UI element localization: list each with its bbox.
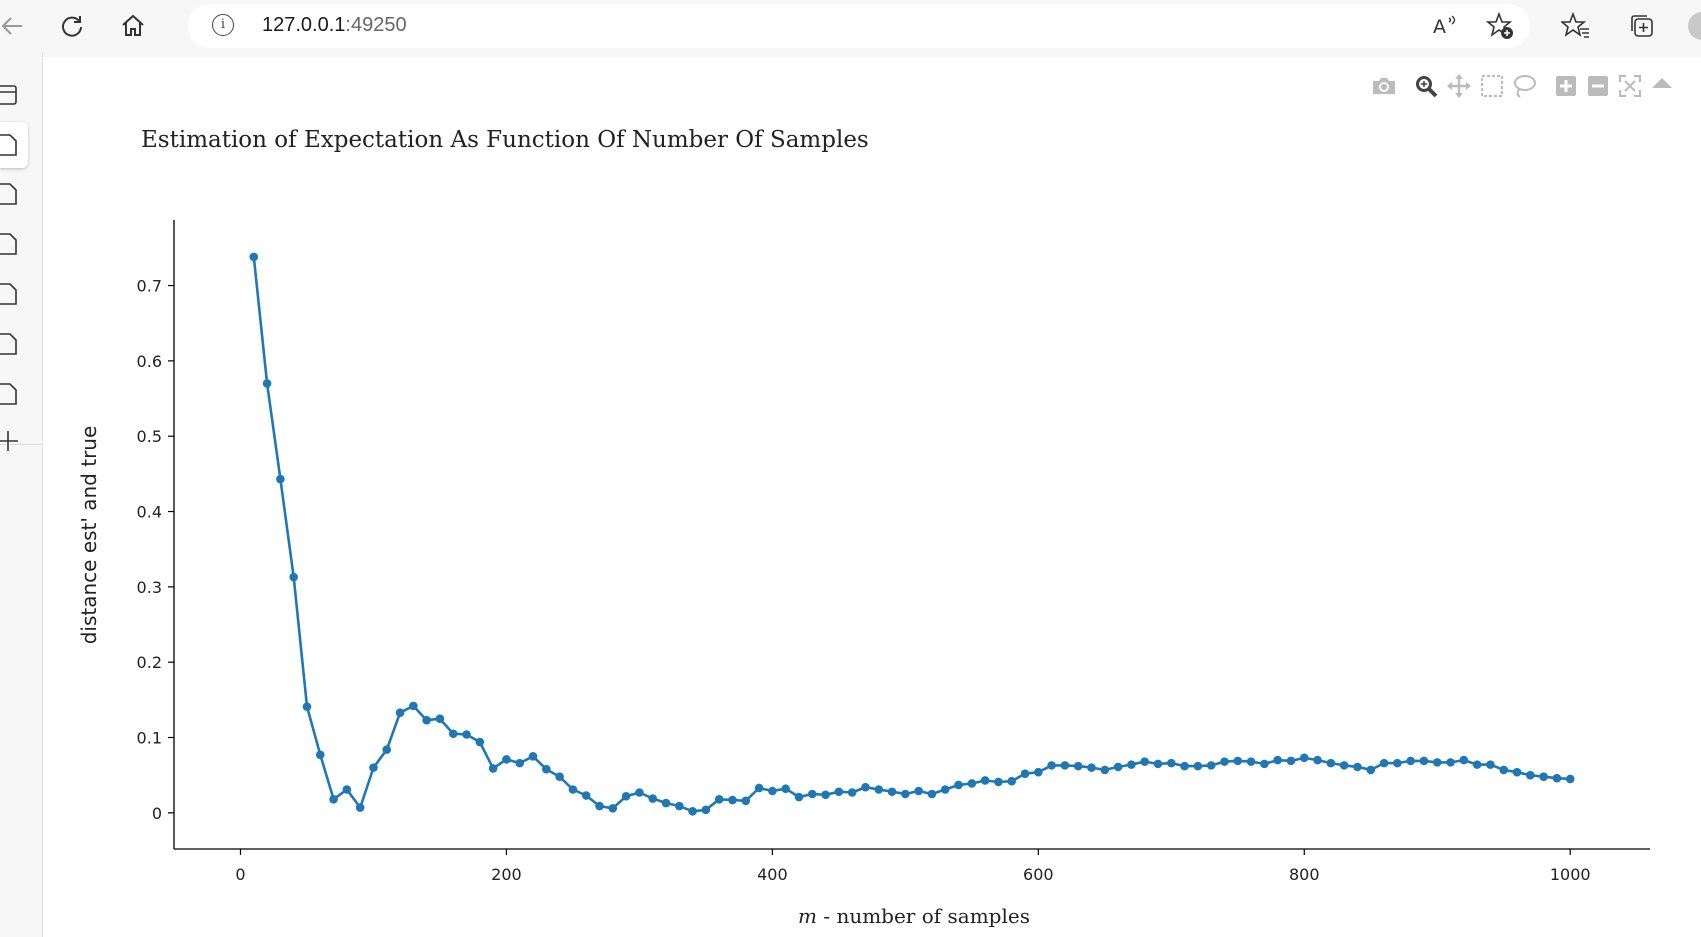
home-icon[interactable] [115,8,151,44]
favorites-icon[interactable] [1558,8,1594,44]
add-favorite-icon[interactable] [1482,8,1518,44]
page-content [43,57,1701,937]
sidebar-divider [0,444,42,445]
box-select-icon[interactable] [1478,72,1506,100]
tab-page-icon[interactable] [0,324,28,364]
zoom-icon[interactable] [1412,72,1440,100]
tab-page-icon[interactable] [0,174,28,214]
back-arrow-icon[interactable] [0,8,30,44]
zoom-in-icon[interactable] [1552,72,1580,100]
address-bar[interactable] [188,4,1530,48]
tab-page-icon[interactable] [0,274,28,314]
refresh-icon[interactable] [54,8,90,44]
tab-page-icon[interactable] [0,224,28,264]
new-tab-plus-icon[interactable] [0,418,28,462]
plot-modebar [1370,72,1701,104]
autoscale-icon[interactable] [1616,72,1644,100]
url-host: 127.0.0.1 [262,14,346,36]
lasso-icon[interactable] [1510,72,1538,100]
svg-text:A: A [1433,16,1446,38]
profile-icon[interactable] [1688,12,1701,40]
collections-icon[interactable] [1624,8,1660,44]
reset-axes-icon[interactable] [1648,72,1676,100]
tab-page-icon[interactable] [0,374,28,414]
vertical-tabs-sidebar [0,52,43,937]
url-port: :49250 [345,14,407,36]
pan-icon[interactable] [1445,72,1473,100]
info-icon[interactable]: i [212,14,234,36]
url-text[interactable]: 127.0.0.1:49250 [262,14,407,37]
tab-actions-icon[interactable] [0,74,28,114]
zoom-out-icon[interactable] [1584,72,1612,100]
read-aloud-icon[interactable]: A [1428,8,1464,44]
tab-page-icon[interactable] [0,122,28,168]
browser-toolbar: i 127.0.0.1:49250 A [0,0,1701,52]
camera-icon[interactable] [1370,72,1398,100]
